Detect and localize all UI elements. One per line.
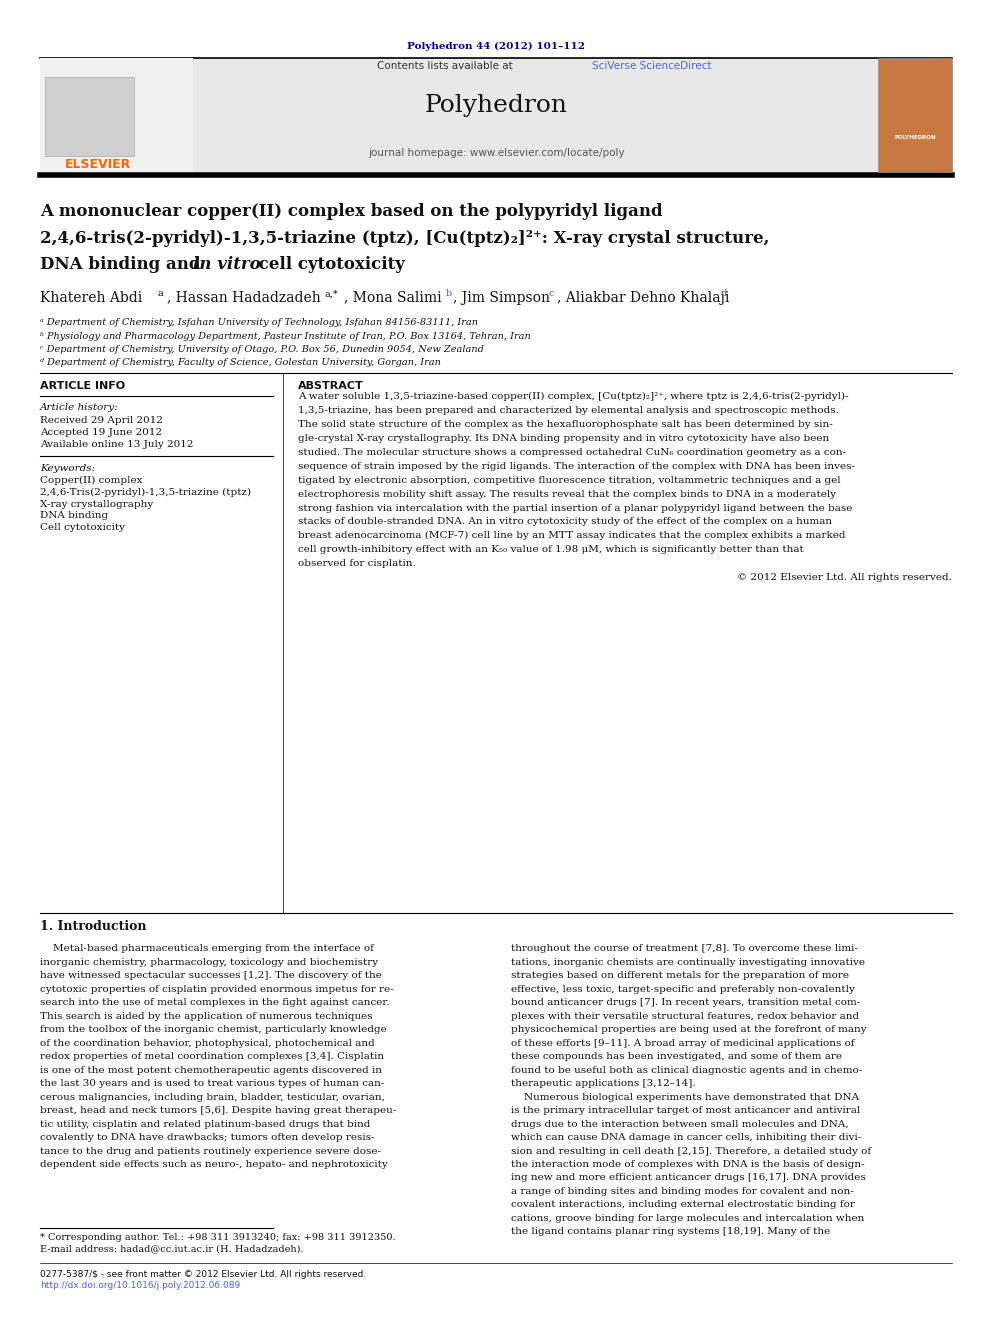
Text: tance to the drug and patients routinely experience severe dose-: tance to the drug and patients routinely… bbox=[40, 1147, 381, 1155]
Text: cell cytotoxicity: cell cytotoxicity bbox=[253, 257, 405, 273]
Text: Available online 13 July 2012: Available online 13 July 2012 bbox=[40, 441, 193, 448]
Text: breast, head and neck tumors [5,6]. Despite having great therapeu-: breast, head and neck tumors [5,6]. Desp… bbox=[40, 1106, 396, 1115]
Text: SciVerse ScienceDirect: SciVerse ScienceDirect bbox=[592, 61, 711, 71]
Text: d: d bbox=[720, 290, 726, 298]
Text: strong fashion via intercalation with the partial insertion of a planar polypyri: strong fashion via intercalation with th… bbox=[298, 504, 852, 512]
Text: covalent interactions, including external electrostatic binding for: covalent interactions, including externa… bbox=[511, 1200, 855, 1209]
Text: Article history:: Article history: bbox=[40, 404, 118, 411]
Text: sequence of strain imposed by the rigid ligands. The interaction of the complex : sequence of strain imposed by the rigid … bbox=[298, 462, 854, 471]
Text: is one of the most potent chemotherapeutic agents discovered in: is one of the most potent chemotherapeut… bbox=[40, 1065, 382, 1074]
Text: 1,3,5-triazine, has been prepared and characterized by elemental analysis and sp: 1,3,5-triazine, has been prepared and ch… bbox=[298, 406, 838, 415]
Text: A mononuclear copper(II) complex based on the polypyridyl ligand: A mononuclear copper(II) complex based o… bbox=[40, 204, 663, 220]
Text: studied. The molecular structure shows a compressed octahedral CuN₆ coordination: studied. The molecular structure shows a… bbox=[298, 448, 846, 456]
Text: in vitro: in vitro bbox=[193, 257, 261, 273]
Text: POLYHEDRON: POLYHEDRON bbox=[895, 135, 935, 140]
Text: ᵃ Department of Chemistry, Isfahan University of Technology, Isfahan 84156-83111: ᵃ Department of Chemistry, Isfahan Unive… bbox=[40, 319, 478, 327]
Text: b: b bbox=[445, 290, 451, 298]
Text: cell growth-inhibitory effect with an K₅₀ value of 1.98 μM, which is significant: cell growth-inhibitory effect with an K₅… bbox=[298, 545, 804, 554]
Text: therapeutic applications [3,12–14].: therapeutic applications [3,12–14]. bbox=[511, 1080, 695, 1088]
Text: Polyhedron 44 (2012) 101–112: Polyhedron 44 (2012) 101–112 bbox=[407, 42, 585, 50]
Text: these compounds has been investigated, and some of them are: these compounds has been investigated, a… bbox=[511, 1052, 842, 1061]
Text: Polyhedron: Polyhedron bbox=[425, 94, 567, 118]
Text: cations, groove binding for large molecules and intercalation when: cations, groove binding for large molecu… bbox=[511, 1215, 864, 1222]
Text: tations, inorganic chemists are continually investigating innovative: tations, inorganic chemists are continua… bbox=[511, 958, 865, 967]
Text: c: c bbox=[549, 290, 555, 298]
Text: * Corresponding author. Tel.: +98 311 3913240; fax: +98 311 3912350.: * Corresponding author. Tel.: +98 311 39… bbox=[40, 1233, 395, 1241]
Text: Khatereh Abdi: Khatereh Abdi bbox=[40, 291, 142, 304]
Text: redox properties of metal coordination complexes [3,4]. Cisplatin: redox properties of metal coordination c… bbox=[40, 1052, 384, 1061]
Text: is the primary intracellular target of most anticancer and antiviral: is the primary intracellular target of m… bbox=[511, 1106, 860, 1115]
Text: The solid state structure of the complex as the hexafluorophosphate salt has bee: The solid state structure of the complex… bbox=[298, 421, 832, 429]
Text: ing new and more efficient anticancer drugs [16,17]. DNA provides: ing new and more efficient anticancer dr… bbox=[511, 1174, 866, 1183]
Text: a range of binding sites and binding modes for covalent and non-: a range of binding sites and binding mod… bbox=[511, 1187, 854, 1196]
Text: stacks of double-stranded DNA. An in vitro cytotoxicity study of the effect of t: stacks of double-stranded DNA. An in vit… bbox=[298, 517, 831, 527]
Text: ABSTRACT: ABSTRACT bbox=[298, 381, 363, 392]
Text: physicochemical properties are being used at the forefront of many: physicochemical properties are being use… bbox=[511, 1025, 866, 1035]
Text: gle-crystal X-ray crystallography. Its DNA binding propensity and in vitro cytot: gle-crystal X-ray crystallography. Its D… bbox=[298, 434, 829, 443]
Text: observed for cisplatin.: observed for cisplatin. bbox=[298, 560, 416, 568]
Text: the interaction mode of complexes with DNA is the basis of design-: the interaction mode of complexes with D… bbox=[511, 1160, 864, 1170]
Text: plexes with their versatile structural features, redox behavior and: plexes with their versatile structural f… bbox=[511, 1012, 859, 1020]
Text: found to be useful both as clinical diagnostic agents and in chemo-: found to be useful both as clinical diag… bbox=[511, 1065, 862, 1074]
Text: inorganic chemistry, pharmacology, toxicology and biochemistry: inorganic chemistry, pharmacology, toxic… bbox=[40, 958, 378, 967]
Text: Keywords:: Keywords: bbox=[40, 464, 95, 472]
Text: of these efforts [9–11]. A broad array of medicinal applications of: of these efforts [9–11]. A broad array o… bbox=[511, 1039, 854, 1048]
Text: 2,4,6-Tris(2-pyridyl)-1,3,5-triazine (tptz): 2,4,6-Tris(2-pyridyl)-1,3,5-triazine (tp… bbox=[40, 488, 251, 496]
Text: journal homepage: www.elsevier.com/locate/poly: journal homepage: www.elsevier.com/locat… bbox=[368, 148, 624, 159]
Text: cytotoxic properties of cisplatin provided enormous impetus for re-: cytotoxic properties of cisplatin provid… bbox=[40, 984, 393, 994]
Text: This search is aided by the application of numerous techniques: This search is aided by the application … bbox=[40, 1012, 372, 1020]
Text: a,*: a,* bbox=[324, 290, 338, 298]
Text: covalently to DNA have drawbacks; tumors often develop resis-: covalently to DNA have drawbacks; tumors… bbox=[40, 1132, 374, 1142]
Text: a: a bbox=[158, 290, 164, 298]
Text: X-ray crystallography: X-ray crystallography bbox=[40, 500, 153, 508]
Text: dependent side effects such as neuro-, hepato- and nephrotoxicity: dependent side effects such as neuro-, h… bbox=[40, 1160, 388, 1170]
Text: , Aliakbar Dehno Khalaji: , Aliakbar Dehno Khalaji bbox=[557, 291, 729, 304]
Text: have witnessed spectacular successes [1,2]. The discovery of the: have witnessed spectacular successes [1,… bbox=[40, 971, 382, 980]
Text: which can cause DNA damage in cancer cells, inhibiting their divi-: which can cause DNA damage in cancer cel… bbox=[511, 1132, 861, 1142]
Text: E-mail address: hadad@cc.iut.ac.ir (H. Hadadzadeh).: E-mail address: hadad@cc.iut.ac.ir (H. H… bbox=[40, 1245, 304, 1253]
Text: electrophoresis mobility shift assay. The results reveal that the complex binds : electrophoresis mobility shift assay. Th… bbox=[298, 490, 835, 499]
Text: the last 30 years and is used to treat various types of human can-: the last 30 years and is used to treat v… bbox=[40, 1080, 384, 1088]
Text: Metal-based pharmaceuticals emerging from the interface of: Metal-based pharmaceuticals emerging fro… bbox=[40, 945, 374, 953]
Text: drugs due to the interaction between small molecules and DNA,: drugs due to the interaction between sma… bbox=[511, 1119, 848, 1129]
Text: 0277-5387/$ - see front matter © 2012 Elsevier Ltd. All rights reserved.: 0277-5387/$ - see front matter © 2012 El… bbox=[40, 1270, 366, 1278]
Text: Accepted 19 June 2012: Accepted 19 June 2012 bbox=[40, 429, 162, 437]
Text: , Mona Salimi: , Mona Salimi bbox=[344, 291, 441, 304]
Text: strategies based on different metals for the preparation of more: strategies based on different metals for… bbox=[511, 971, 849, 980]
Text: Contents lists available at: Contents lists available at bbox=[377, 61, 516, 71]
Text: ELSEVIER: ELSEVIER bbox=[64, 157, 131, 171]
Text: DNA binding and: DNA binding and bbox=[40, 257, 206, 273]
Text: 1. Introduction: 1. Introduction bbox=[40, 919, 146, 933]
Text: throughout the course of treatment [7,8]. To overcome these limi-: throughout the course of treatment [7,8]… bbox=[511, 945, 858, 953]
Text: Received 29 April 2012: Received 29 April 2012 bbox=[40, 417, 163, 425]
Text: http://dx.doi.org/10.1016/j.poly.2012.06.089: http://dx.doi.org/10.1016/j.poly.2012.06… bbox=[40, 1282, 240, 1290]
Text: breast adenocarcinoma (MCF-7) cell line by an MTT assay indicates that the compl: breast adenocarcinoma (MCF-7) cell line … bbox=[298, 532, 845, 540]
Text: from the toolbox of the inorganic chemist, particularly knowledge: from the toolbox of the inorganic chemis… bbox=[40, 1025, 387, 1035]
Text: search into the use of metal complexes in the fight against cancer.: search into the use of metal complexes i… bbox=[40, 998, 389, 1007]
Text: , Hassan Hadadzadeh: , Hassan Hadadzadeh bbox=[167, 291, 320, 304]
Text: Copper(II) complex: Copper(II) complex bbox=[40, 476, 142, 484]
Text: ᶜ Department of Chemistry, University of Otago, P.O. Box 56, Dunedin 9054, New Z: ᶜ Department of Chemistry, University of… bbox=[40, 345, 483, 353]
Text: DNA binding: DNA binding bbox=[40, 512, 108, 520]
Text: the ligand contains planar ring systems [18,19]. Many of the: the ligand contains planar ring systems … bbox=[511, 1228, 830, 1237]
Text: of the coordination behavior, photophysical, photochemical and: of the coordination behavior, photophysi… bbox=[40, 1039, 374, 1048]
Text: 2,4,6-tris(2-pyridyl)-1,3,5-triazine (tptz), [Cu(tptz)₂]²⁺: X-ray crystal struct: 2,4,6-tris(2-pyridyl)-1,3,5-triazine (tp… bbox=[40, 230, 769, 246]
Text: Numerous biological experiments have demonstrated that DNA: Numerous biological experiments have dem… bbox=[511, 1093, 859, 1102]
Text: effective, less toxic, target-specific and preferably non-covalently: effective, less toxic, target-specific a… bbox=[511, 984, 855, 994]
Text: bound anticancer drugs [7]. In recent years, transition metal com-: bound anticancer drugs [7]. In recent ye… bbox=[511, 998, 860, 1007]
Text: sion and resulting in cell death [2,15]. Therefore, a detailed study of: sion and resulting in cell death [2,15].… bbox=[511, 1147, 871, 1155]
Text: ARTICLE INFO: ARTICLE INFO bbox=[40, 381, 125, 392]
Text: © 2012 Elsevier Ltd. All rights reserved.: © 2012 Elsevier Ltd. All rights reserved… bbox=[737, 573, 952, 582]
Text: Cell cytotoxicity: Cell cytotoxicity bbox=[40, 524, 125, 532]
Text: tigated by electronic absorption, competitive fluorescence titration, voltammetr: tigated by electronic absorption, compet… bbox=[298, 476, 840, 484]
Text: , Jim Simpson: , Jim Simpson bbox=[453, 291, 551, 304]
Text: cerous malignancies, including brain, bladder, testicular, ovarian,: cerous malignancies, including brain, bl… bbox=[40, 1093, 385, 1102]
Text: A water soluble 1,3,5-triazine-based copper(II) complex, [Cu(tptz)₂]²⁺, where tp: A water soluble 1,3,5-triazine-based cop… bbox=[298, 393, 848, 401]
Text: ᵇ Physiology and Pharmacology Department, Pasteur Institute of Iran, P.O. Box 13: ᵇ Physiology and Pharmacology Department… bbox=[40, 332, 531, 340]
Text: tic utility, cisplatin and related platinum-based drugs that bind: tic utility, cisplatin and related plati… bbox=[40, 1119, 370, 1129]
Text: ᵈ Department of Chemistry, Faculty of Science, Golestan University, Gorgan, Iran: ᵈ Department of Chemistry, Faculty of Sc… bbox=[40, 359, 440, 366]
